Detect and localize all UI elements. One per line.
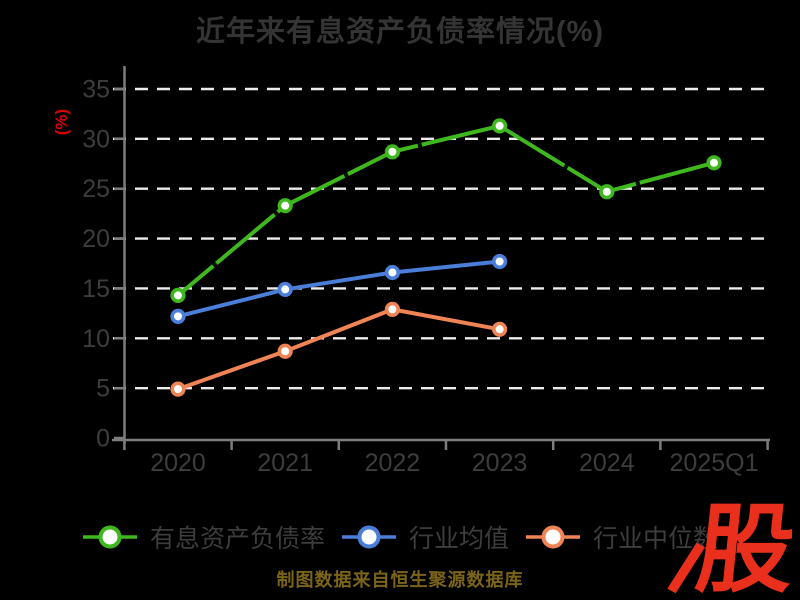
data-point-marker (170, 381, 186, 397)
y-tick-label: 15 (82, 275, 110, 303)
chart-title: 近年来有息资产负债率情况(%) (195, 16, 605, 48)
logo-text: 股 (691, 494, 800, 600)
x-tick-label: 2024 (579, 449, 635, 477)
series-line (176, 259, 502, 319)
x-tick-label: 2021 (257, 449, 313, 477)
y-tick-label: 25 (82, 175, 110, 203)
data-point-marker (706, 155, 722, 171)
x-tick-label: 2023 (472, 449, 528, 477)
legend-item-label: 有息资产负债率 (149, 525, 325, 553)
x-tick-label: 2020 (150, 449, 206, 477)
data-point-marker (384, 144, 401, 160)
data-point-marker (170, 308, 186, 324)
data-point-marker (384, 301, 401, 317)
legend: 有息资产负债率 行业均值 行业中位数 (0, 516, 800, 558)
legend-item-label: 行业均值 (408, 525, 509, 553)
brand-logo: 股 (667, 495, 800, 600)
series-line (176, 123, 716, 298)
data-point-marker (384, 264, 401, 281)
legend-marker-icon (341, 525, 396, 549)
y-tick-label: 30 (82, 125, 110, 153)
series-line-sketch-texture (176, 123, 715, 298)
y-tick-label: 20 (82, 225, 110, 253)
y-tick-label: 10 (82, 325, 110, 353)
data-point-marker (492, 253, 508, 270)
series-line (176, 307, 502, 392)
x-tick-label: 2022 (365, 449, 421, 477)
y-tick-label: 5 (96, 375, 110, 403)
legend-item-2: 行业中位数 (525, 519, 718, 555)
y-tick-label: 0 (96, 425, 110, 453)
legend-item-1: 行业均值 (341, 519, 509, 555)
y-tick-label: 35 (82, 76, 110, 104)
legend-marker-icon (526, 525, 580, 549)
data-point-marker (277, 281, 293, 298)
legend-marker-icon (82, 525, 137, 549)
data-point-marker (277, 343, 293, 359)
data-point-marker (492, 321, 508, 337)
data-point-marker (599, 184, 615, 200)
data-point-marker (492, 118, 508, 134)
x-tick-label: 2025Q1 (670, 449, 759, 477)
data-point-marker (277, 198, 293, 214)
data-point-marker (170, 287, 186, 304)
source-note: 制图数据来自恒生聚源数据库 (276, 570, 524, 590)
legend-item-0: 有息资产负债率 (82, 519, 325, 555)
